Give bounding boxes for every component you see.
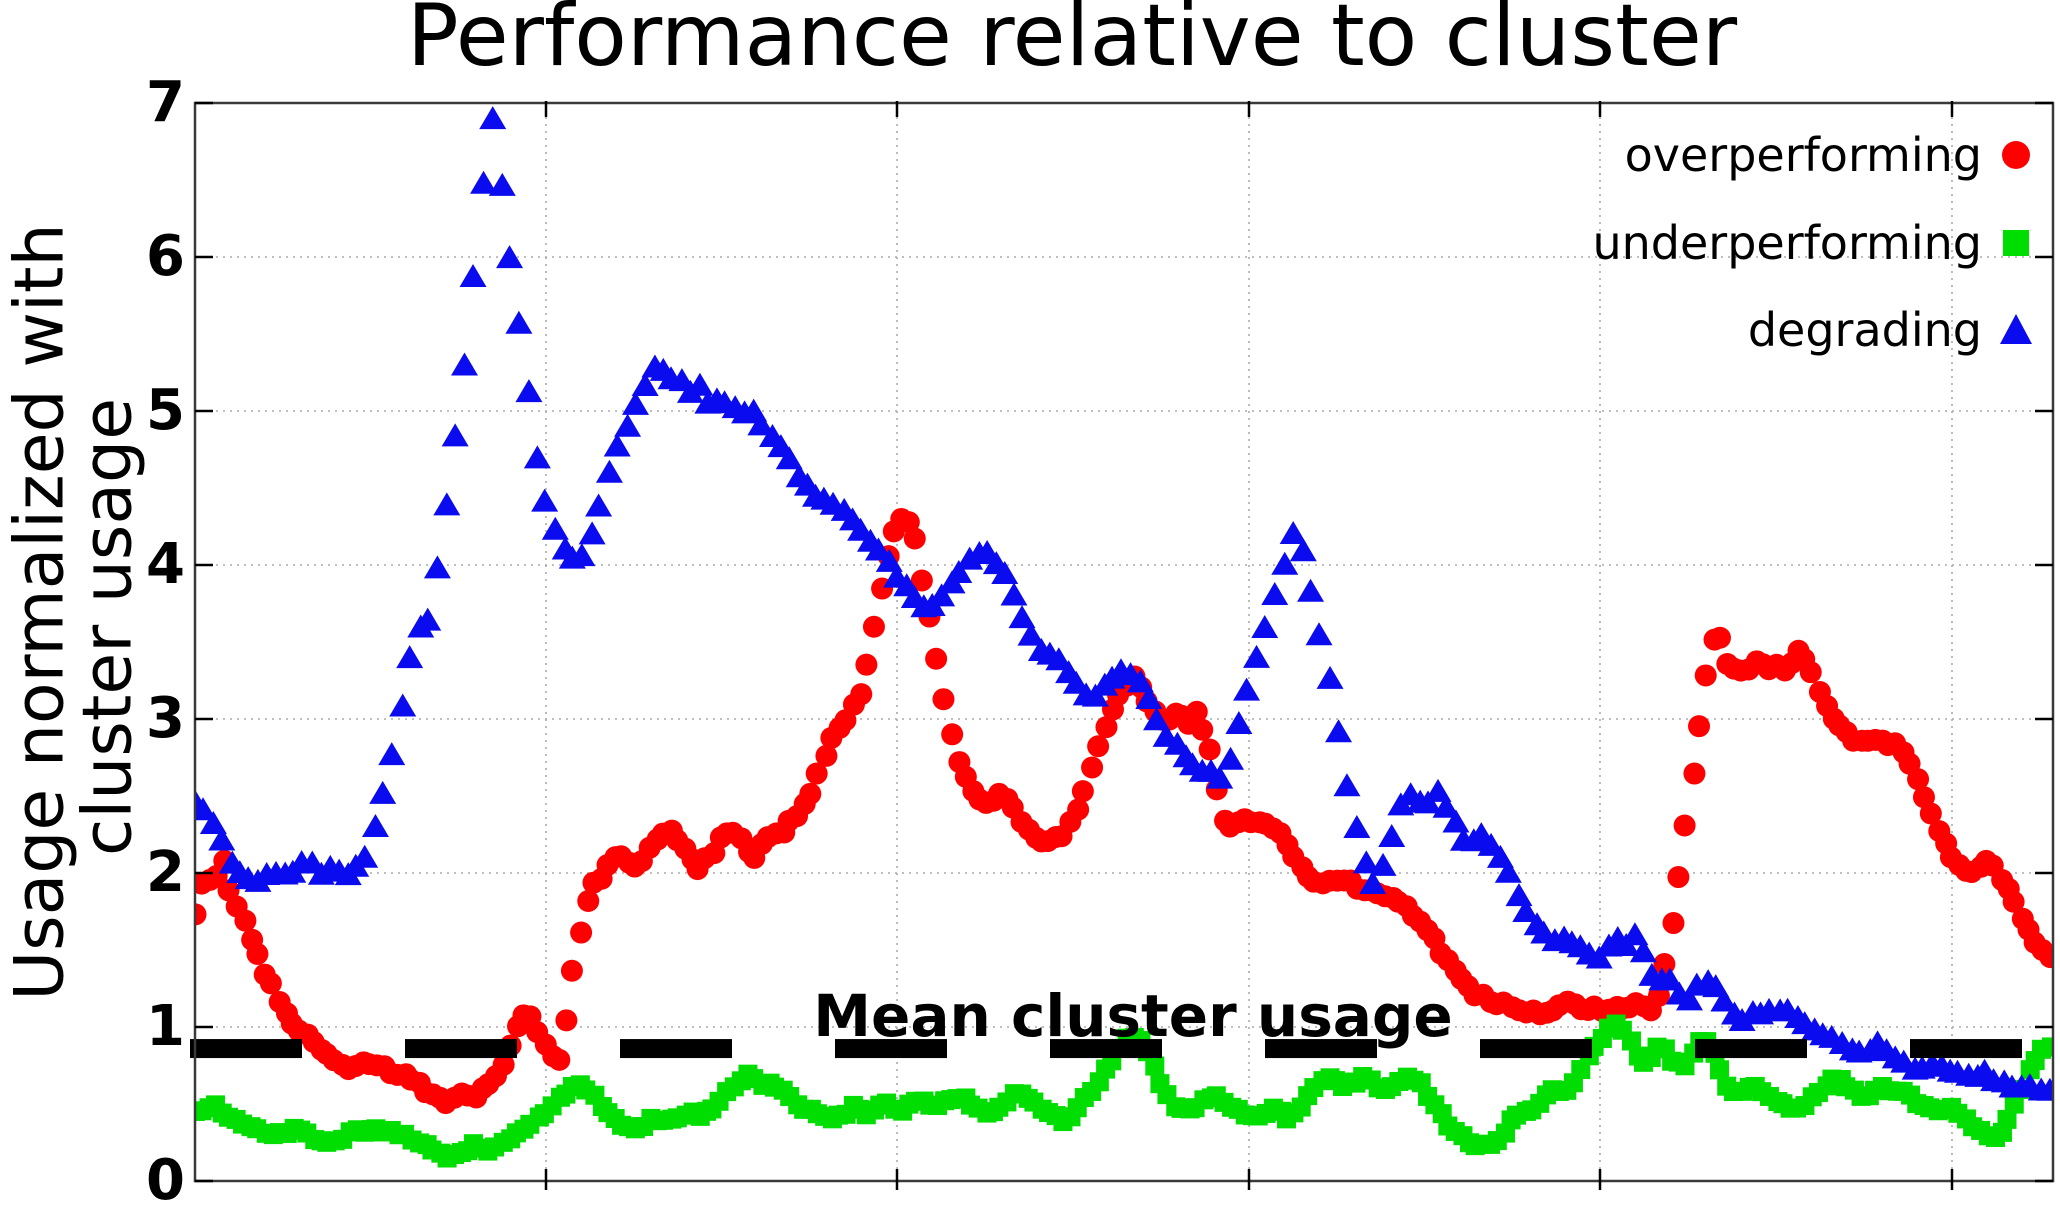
y-tick-label: 7 — [146, 70, 185, 135]
y-tick-label: 3 — [146, 686, 185, 751]
chart-title: Performance relative to cluster — [406, 0, 1738, 86]
plot-frame — [193, 101, 2055, 1183]
mean-cluster-usage-annotation: Mean cluster usage — [813, 982, 1453, 1050]
y-tick-label: 2 — [146, 840, 185, 905]
y-tick-label: 4 — [146, 532, 185, 597]
y-tick-label: 5 — [146, 378, 185, 443]
series-underperforming — [194, 1014, 2054, 1168]
legend-label-degrading: degrading — [1747, 303, 1982, 357]
mean-line-dash — [405, 1039, 517, 1059]
mean-line-dash — [1910, 1039, 2022, 1059]
mean-line-dash — [1265, 1039, 1377, 1059]
square-legend-marker-icon — [2003, 230, 2029, 256]
legend-label-overperforming: overperforming — [1624, 128, 1982, 182]
mean-line-dash — [835, 1039, 947, 1059]
y-axis-label-line2: cluster usage — [68, 397, 148, 857]
series-degrading — [194, 106, 2054, 1101]
mean-line-dash — [620, 1039, 732, 1059]
y-tick-label: 6 — [146, 224, 185, 289]
mean-line-dash — [1050, 1039, 1162, 1059]
mean-line-dash — [1695, 1039, 1807, 1059]
circle-legend-marker-icon — [2002, 141, 2030, 169]
y-tick-label: 1 — [146, 994, 185, 1059]
legend-label-underperforming: underperforming — [1592, 216, 1982, 270]
series-overperforming — [194, 507, 2054, 1115]
y-tick-label: 0 — [146, 1148, 185, 1213]
mean-line-dash — [1480, 1039, 1592, 1059]
mean-line-dash — [190, 1039, 302, 1059]
triangle-legend-marker-icon — [2000, 314, 2032, 344]
